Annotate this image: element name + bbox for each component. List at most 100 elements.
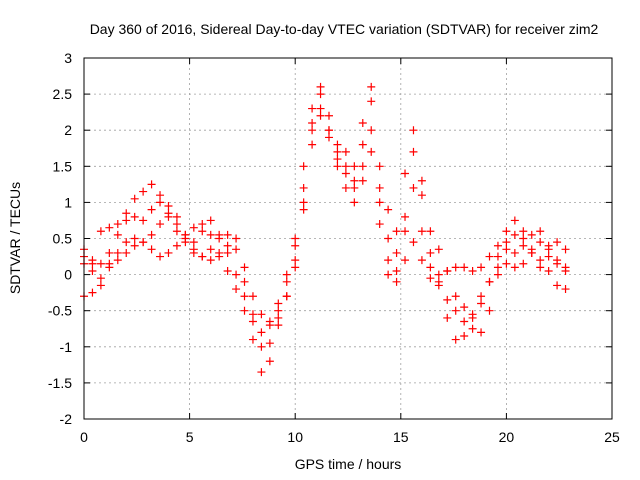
data-point <box>198 252 207 261</box>
x-tick-label: 10 <box>287 429 303 445</box>
data-point <box>122 209 131 218</box>
series-trace-3 <box>80 111 570 377</box>
data-point <box>147 230 156 239</box>
data-point <box>240 263 249 272</box>
data-point <box>130 241 139 250</box>
data-point <box>282 277 291 286</box>
data-point <box>451 335 460 344</box>
data-point <box>485 252 494 261</box>
data-point <box>96 281 105 290</box>
data-point <box>350 176 359 185</box>
data-point <box>468 324 477 333</box>
data-point <box>156 220 165 229</box>
data-point <box>248 335 257 344</box>
data-point <box>105 223 114 232</box>
data-point <box>172 220 181 229</box>
x-tick-label: 25 <box>604 429 620 445</box>
data-point <box>510 248 519 257</box>
data-point <box>392 248 401 257</box>
data-point <box>443 266 452 275</box>
y-tick-label: 2 <box>64 122 72 138</box>
data-point <box>426 227 435 236</box>
data-point <box>164 248 173 257</box>
data-point <box>223 241 232 250</box>
data-point <box>113 256 122 265</box>
data-point <box>544 241 553 250</box>
data-point <box>409 126 418 135</box>
data-point <box>308 118 317 127</box>
data-point <box>417 176 426 185</box>
data-point <box>341 162 350 171</box>
data-point <box>248 292 257 301</box>
data-point <box>130 194 139 203</box>
data-point <box>324 111 333 120</box>
data-point <box>223 266 232 275</box>
data-point <box>375 162 384 171</box>
data-point <box>96 274 105 283</box>
data-point <box>291 241 300 250</box>
data-point <box>401 256 410 265</box>
data-point <box>139 187 148 196</box>
data-point <box>139 238 148 247</box>
data-point <box>460 263 469 272</box>
data-point <box>553 238 562 247</box>
data-point <box>265 357 274 366</box>
data-point <box>308 104 317 113</box>
data-point <box>282 292 291 301</box>
data-point <box>291 263 300 272</box>
data-point <box>130 212 139 221</box>
y-tick-label: 3 <box>64 50 72 66</box>
y-tick-label: 0 <box>64 267 72 283</box>
data-point <box>113 230 122 239</box>
data-point <box>88 266 97 275</box>
data-point <box>460 317 469 326</box>
data-point <box>519 234 528 243</box>
data-point <box>561 285 570 294</box>
data-point <box>240 277 249 286</box>
x-tick-label: 0 <box>80 429 88 445</box>
data-point <box>316 90 325 99</box>
data-point <box>536 263 545 272</box>
data-point <box>493 270 502 279</box>
data-point <box>460 303 469 312</box>
data-point <box>519 259 528 268</box>
data-point <box>240 292 249 301</box>
data-point <box>299 162 308 171</box>
data-point <box>324 133 333 142</box>
data-point <box>409 147 418 156</box>
data-point <box>477 328 486 337</box>
plot-frame <box>83 57 613 420</box>
grid <box>84 58 612 419</box>
data-point <box>257 368 266 377</box>
data-point <box>493 241 502 250</box>
y-tick-label: -0.5 <box>48 303 72 319</box>
data-point <box>502 245 511 254</box>
data-point <box>485 277 494 286</box>
data-point <box>510 230 519 239</box>
data-point <box>477 299 486 308</box>
data-point <box>139 216 148 225</box>
data-point <box>527 230 536 239</box>
data-point <box>502 238 511 247</box>
data-point <box>561 263 570 272</box>
data-point <box>198 220 207 229</box>
data-point <box>265 339 274 348</box>
data-point <box>223 248 232 257</box>
data-point <box>274 299 283 308</box>
data-point <box>308 126 317 135</box>
data-point <box>147 180 156 189</box>
data-point <box>88 288 97 297</box>
data-point <box>96 259 105 268</box>
y-tick-label: -1.5 <box>48 375 72 391</box>
data-point <box>536 256 545 265</box>
data-point <box>553 281 562 290</box>
data-point <box>156 252 165 261</box>
data-point <box>367 82 376 91</box>
data-point <box>350 183 359 192</box>
data-point <box>341 183 350 192</box>
data-point <box>536 238 545 247</box>
data-point <box>358 118 367 127</box>
data-point <box>409 183 418 192</box>
data-point <box>561 245 570 254</box>
